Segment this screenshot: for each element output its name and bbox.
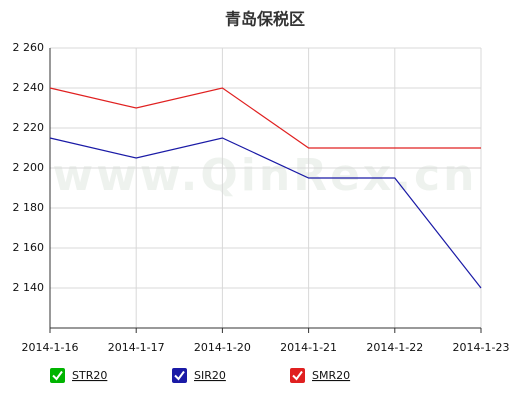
legend-label[interactable]: SIR20 <box>194 369 226 382</box>
y-tick-label: 2 180 <box>13 201 45 214</box>
x-tick-label: 2014-1-21 <box>280 341 337 354</box>
y-tick-label: 2 160 <box>13 241 45 254</box>
x-tick-label: 2014-1-17 <box>108 341 165 354</box>
y-tick-label: 2 260 <box>13 41 45 54</box>
y-tick-label: 2 140 <box>13 281 45 294</box>
y-tick-label: 2 200 <box>13 161 45 174</box>
x-tick-label: 2014-1-20 <box>194 341 251 354</box>
legend-checkbox[interactable] <box>290 368 305 383</box>
legend-check <box>174 370 185 381</box>
y-tick-label: 2 240 <box>13 81 45 94</box>
x-tick-label: 2014-1-23 <box>453 341 510 354</box>
chart-title: 青岛保税区 <box>225 10 305 29</box>
y-tick-label: 2 220 <box>13 121 45 134</box>
series-line <box>49 87 481 149</box>
legend-label[interactable]: STR20 <box>72 369 107 382</box>
x-tick-label: 2014-1-16 <box>22 341 79 354</box>
legend-check <box>292 370 303 381</box>
legend-checkbox[interactable] <box>50 368 65 383</box>
x-tick-label: 2014-1-22 <box>366 341 423 354</box>
legend-check <box>52 370 63 381</box>
watermark: www.QinRex.cn <box>53 150 478 201</box>
series-line <box>49 137 482 289</box>
legend-label[interactable]: SMR20 <box>312 369 350 382</box>
legend-checkbox[interactable] <box>172 368 187 383</box>
